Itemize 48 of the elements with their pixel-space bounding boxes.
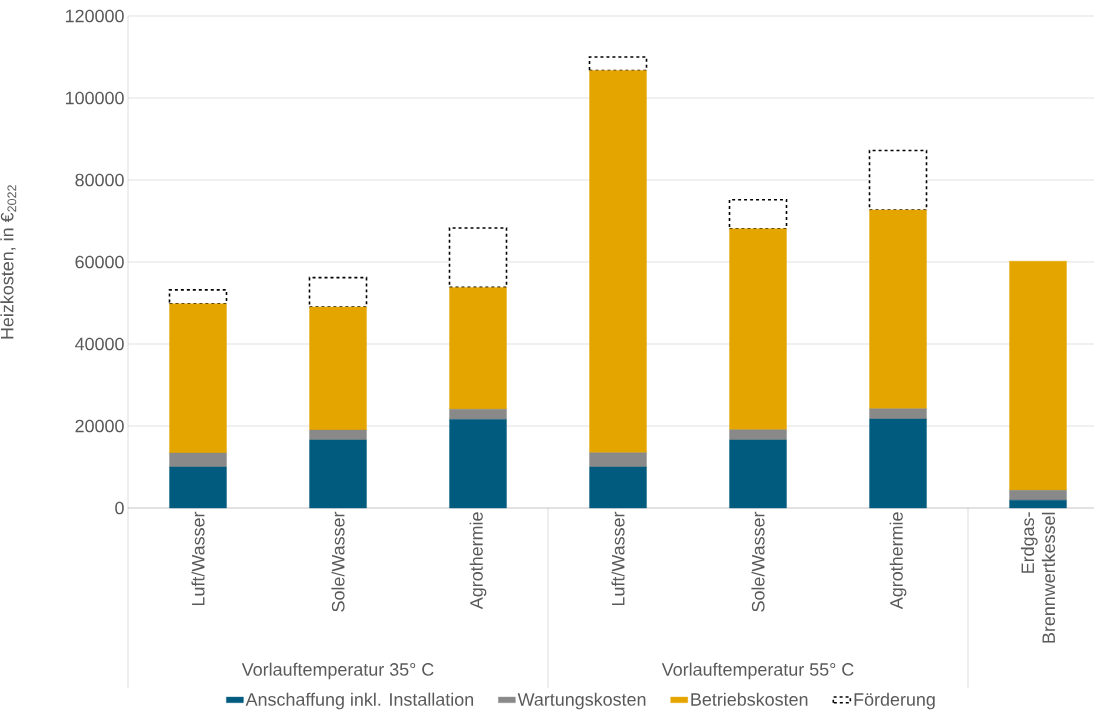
bar <box>309 439 367 509</box>
bar <box>588 56 648 72</box>
bar <box>1009 500 1067 509</box>
legend-label: Förderung <box>854 692 935 710</box>
bar <box>308 276 368 308</box>
x-tick-label: Agrothermie <box>469 512 487 610</box>
text: Vorlauftemperatur 55° C <box>661 662 854 680</box>
y-tick-label: 80000 <box>75 173 124 187</box>
bar <box>1009 490 1067 501</box>
y-tick-label: 20000 <box>75 419 124 433</box>
x-tick-label: Luft/Wasser <box>191 511 205 606</box>
bar <box>868 149 928 211</box>
bar <box>589 70 647 453</box>
legend-label: Betriebskosten <box>691 692 808 706</box>
bar <box>729 429 787 441</box>
bar <box>309 429 367 441</box>
x-tick-label: Agrothermie <box>889 512 907 610</box>
bar <box>449 287 507 410</box>
bar <box>169 452 227 468</box>
y-axis-title: Heizkosten, in €$_{2022}$ <box>0 185 17 339</box>
bar <box>869 209 927 409</box>
legend-label: Wartungskosten <box>517 692 646 710</box>
legend-label: Anschaffung inkl. Installation <box>245 692 474 710</box>
bar <box>589 452 647 468</box>
x-tick-label: Sole/Wasser <box>751 511 765 612</box>
bar <box>869 408 927 420</box>
bar <box>448 227 508 289</box>
x-tick-label: Sole/Wasser <box>331 511 345 612</box>
y-tick-label: 100000 <box>66 91 124 105</box>
y-tick-label: 60000 <box>75 255 124 269</box>
bar <box>169 303 227 454</box>
bar <box>168 289 228 305</box>
text: Vorlauftemperatur 35° C <box>241 662 434 680</box>
bar <box>169 466 227 509</box>
x-tick-label: Luft/Wasser <box>611 511 625 606</box>
y-tick-label: 40000 <box>75 337 124 351</box>
bar <box>309 306 367 431</box>
bar <box>869 418 927 509</box>
bar <box>729 228 787 430</box>
bar <box>449 419 507 509</box>
y-tick-label: 0 <box>115 501 124 515</box>
bar <box>729 439 787 509</box>
y-tick-label: 120000 <box>66 9 124 23</box>
bar <box>449 408 507 420</box>
bar <box>589 466 647 509</box>
bar <box>728 198 788 230</box>
bar <box>1009 260 1067 491</box>
x-tick-label: Erdgas-Brennwertkessel <box>1020 512 1056 643</box>
